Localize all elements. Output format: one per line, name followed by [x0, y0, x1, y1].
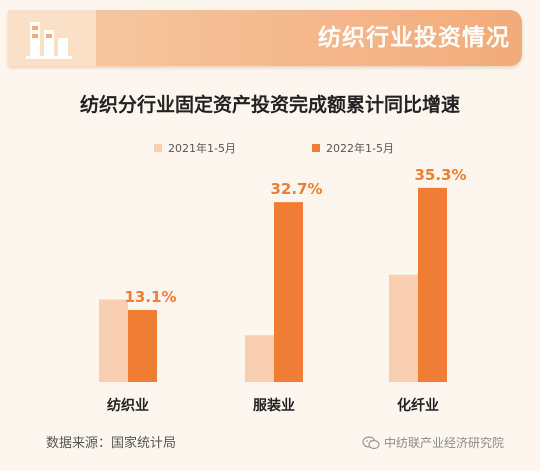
legend-swatch-2022	[312, 144, 320, 152]
data-label-1: 32.7%	[270, 180, 322, 198]
category-label-1: 服装业	[253, 397, 295, 414]
data-label-2: 35.3%	[414, 166, 466, 184]
legend-label-2022: 2022年1-5月	[326, 142, 394, 155]
bar-chart-icon	[26, 22, 72, 59]
watermark: 中纺联产业经济研究院	[362, 434, 504, 451]
legend-item-2021: 2021年1-5月	[154, 140, 236, 156]
category-label-0: 纺织业	[107, 397, 149, 414]
bar-2022-0	[128, 309, 157, 382]
wechat-icon	[362, 435, 380, 449]
legend-label-2021: 2021年1-5月	[168, 142, 236, 155]
legend-item-2022: 2022年1-5月	[312, 140, 394, 156]
source-note: 数据来源：国家统计局	[46, 436, 177, 451]
bar-2021-1	[245, 335, 274, 382]
legend-swatch-2021	[154, 144, 162, 152]
header-icon-box	[8, 10, 96, 66]
category-label-2: 化纤业	[397, 397, 439, 414]
legend: 2021年1-5月 2022年1-5月	[0, 140, 540, 160]
bar-2021-2	[389, 274, 418, 382]
watermark-text: 中纺联产业经济研究院	[384, 436, 505, 450]
header-title: 纺织行业投资情况	[318, 25, 510, 51]
bar-2022-1	[274, 202, 303, 382]
bar-2022-2	[418, 187, 447, 382]
chart-title: 纺织分行业固定资产投资完成额累计同比增速	[79, 94, 460, 116]
bar-2021-0	[99, 299, 128, 382]
data-label-0: 13.1%	[124, 288, 176, 306]
